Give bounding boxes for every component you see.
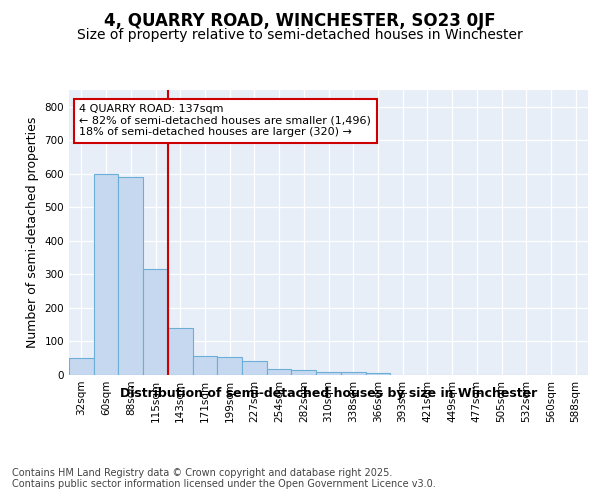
Bar — [365, 372, 390, 375]
Bar — [292, 370, 316, 375]
Text: Distribution of semi-detached houses by size in Winchester: Distribution of semi-detached houses by … — [120, 388, 538, 400]
Bar — [118, 177, 143, 375]
Bar — [168, 328, 193, 375]
Bar — [316, 372, 341, 375]
Bar — [217, 356, 242, 375]
Bar — [341, 372, 365, 375]
Bar — [193, 356, 217, 375]
Text: Size of property relative to semi-detached houses in Winchester: Size of property relative to semi-detach… — [77, 28, 523, 42]
Text: 4 QUARRY ROAD: 137sqm
← 82% of semi-detached houses are smaller (1,496)
18% of s: 4 QUARRY ROAD: 137sqm ← 82% of semi-deta… — [79, 104, 371, 138]
Bar — [69, 358, 94, 375]
Bar — [267, 369, 292, 375]
Bar — [143, 270, 168, 375]
Bar — [242, 361, 267, 375]
Text: 4, QUARRY ROAD, WINCHESTER, SO23 0JF: 4, QUARRY ROAD, WINCHESTER, SO23 0JF — [104, 12, 496, 30]
Y-axis label: Number of semi-detached properties: Number of semi-detached properties — [26, 117, 39, 348]
Bar — [94, 174, 118, 375]
Text: Contains HM Land Registry data © Crown copyright and database right 2025.
Contai: Contains HM Land Registry data © Crown c… — [12, 468, 436, 489]
